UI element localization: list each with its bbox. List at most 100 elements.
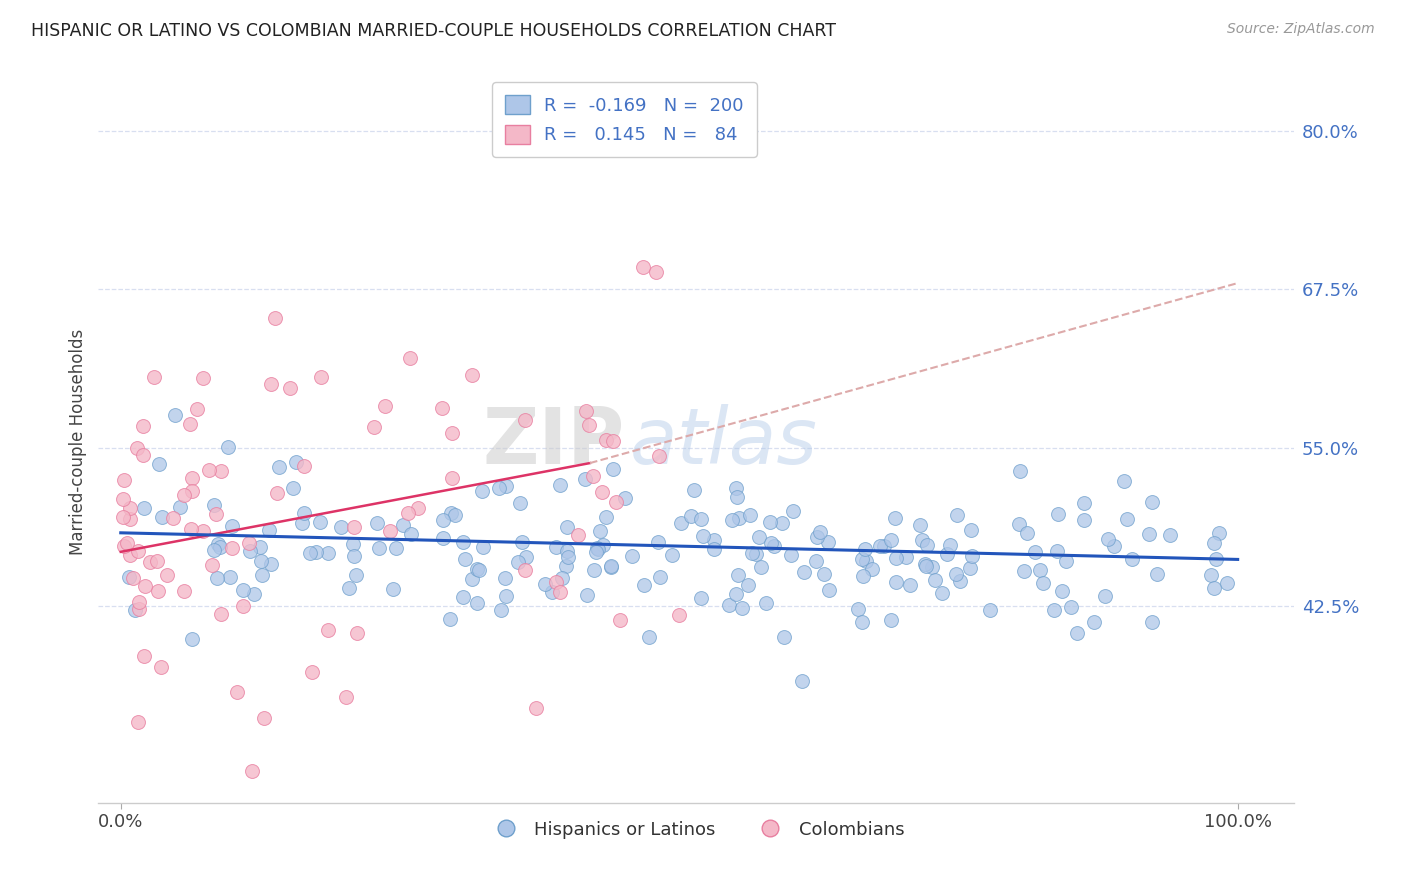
Point bbox=[138, 556, 160, 570]
Point bbox=[1024, 544, 1046, 558]
Point bbox=[489, 602, 512, 616]
Point bbox=[576, 588, 599, 602]
Point bbox=[149, 660, 172, 674]
Point bbox=[343, 549, 366, 563]
Point bbox=[191, 524, 214, 538]
Point bbox=[557, 520, 579, 534]
Point bbox=[1017, 526, 1039, 541]
Point bbox=[243, 587, 266, 601]
Point bbox=[979, 603, 1001, 617]
Point bbox=[725, 587, 748, 601]
Point bbox=[148, 457, 170, 471]
Point bbox=[291, 516, 314, 530]
Point bbox=[894, 550, 917, 565]
Point bbox=[578, 417, 600, 432]
Text: ZIP: ZIP bbox=[482, 403, 624, 480]
Point bbox=[468, 563, 491, 577]
Point bbox=[724, 482, 747, 496]
Point bbox=[1046, 544, 1069, 558]
Point bbox=[440, 425, 463, 440]
Point bbox=[506, 555, 529, 569]
Point bbox=[156, 567, 179, 582]
Point bbox=[343, 520, 366, 534]
Point bbox=[134, 578, 156, 592]
Point bbox=[363, 420, 385, 434]
Point bbox=[524, 700, 547, 714]
Point bbox=[257, 523, 280, 537]
Point bbox=[661, 548, 683, 562]
Point bbox=[886, 574, 908, 589]
Point bbox=[727, 568, 749, 582]
Point bbox=[582, 469, 605, 483]
Point bbox=[749, 559, 772, 574]
Point bbox=[557, 550, 579, 565]
Point bbox=[381, 582, 404, 596]
Point bbox=[744, 547, 766, 561]
Point bbox=[269, 460, 291, 475]
Point bbox=[304, 545, 326, 559]
Point bbox=[567, 528, 589, 542]
Point bbox=[689, 591, 711, 606]
Point bbox=[250, 554, 273, 568]
Point bbox=[335, 690, 357, 704]
Point bbox=[555, 559, 578, 574]
Point bbox=[513, 413, 536, 427]
Point bbox=[621, 549, 644, 563]
Point bbox=[633, 578, 655, 592]
Point bbox=[945, 567, 967, 582]
Point bbox=[648, 449, 671, 463]
Point bbox=[1208, 525, 1230, 540]
Point bbox=[813, 567, 835, 582]
Point bbox=[1060, 599, 1083, 614]
Point bbox=[309, 370, 332, 384]
Point bbox=[145, 554, 167, 568]
Point bbox=[1052, 584, 1074, 599]
Point bbox=[924, 573, 946, 587]
Point bbox=[143, 370, 166, 384]
Point bbox=[806, 554, 828, 568]
Point bbox=[292, 458, 315, 473]
Point bbox=[914, 557, 936, 571]
Point bbox=[294, 506, 316, 520]
Point bbox=[851, 615, 873, 630]
Point bbox=[125, 441, 148, 455]
Point bbox=[465, 597, 488, 611]
Point bbox=[460, 572, 482, 586]
Point bbox=[591, 484, 613, 499]
Point bbox=[432, 401, 454, 415]
Point bbox=[872, 539, 894, 553]
Point bbox=[595, 433, 617, 447]
Point bbox=[399, 351, 422, 365]
Point bbox=[602, 434, 624, 448]
Point bbox=[441, 471, 464, 485]
Point bbox=[432, 531, 454, 545]
Point bbox=[472, 540, 495, 554]
Point bbox=[1012, 564, 1035, 578]
Point bbox=[855, 541, 877, 556]
Point bbox=[226, 685, 249, 699]
Point bbox=[240, 764, 263, 778]
Point bbox=[1102, 539, 1125, 553]
Point bbox=[638, 631, 661, 645]
Point bbox=[555, 543, 578, 558]
Point bbox=[546, 540, 568, 554]
Point bbox=[586, 541, 609, 556]
Point bbox=[589, 524, 612, 538]
Point bbox=[759, 536, 782, 550]
Point bbox=[846, 601, 869, 615]
Point bbox=[181, 632, 204, 646]
Point bbox=[585, 545, 607, 559]
Point bbox=[855, 554, 877, 568]
Point bbox=[631, 260, 654, 275]
Point bbox=[851, 552, 873, 566]
Point bbox=[1205, 552, 1227, 566]
Point bbox=[692, 529, 714, 543]
Point bbox=[725, 491, 748, 505]
Point bbox=[921, 560, 943, 574]
Point bbox=[1029, 563, 1052, 577]
Point bbox=[461, 368, 484, 383]
Point bbox=[284, 455, 307, 469]
Point bbox=[759, 515, 782, 529]
Point bbox=[432, 513, 454, 527]
Point bbox=[443, 508, 465, 523]
